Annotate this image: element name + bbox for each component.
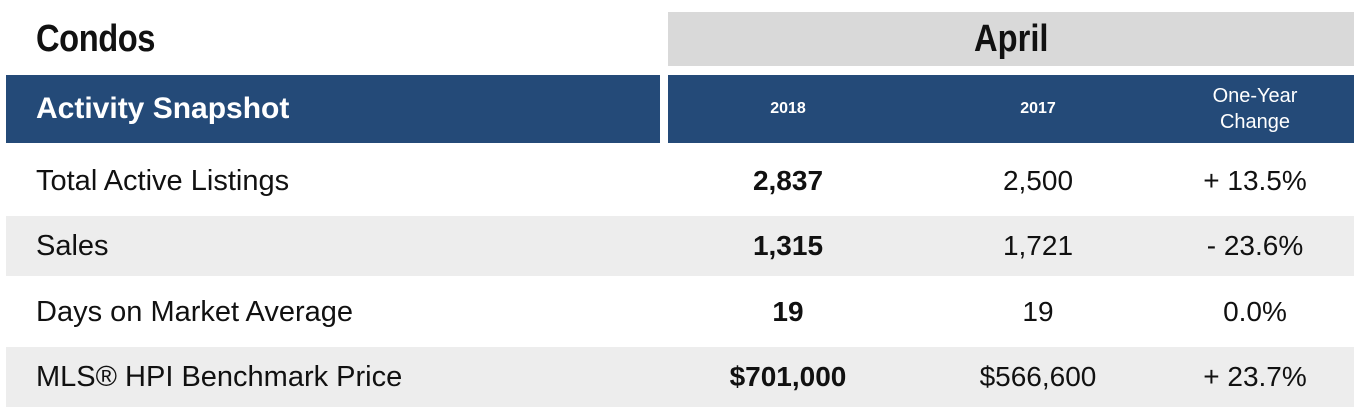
table-row: Total Active Listings 2,837 2,500 + 13.5…	[6, 151, 1354, 211]
page-title: Condos	[36, 17, 156, 60]
value-2018: $701,000	[729, 361, 847, 392]
value-2017: 19	[1022, 296, 1054, 327]
column-header-2017: 2017	[988, 75, 1088, 143]
column-header-change: One-Year Change	[1190, 75, 1320, 143]
value-change: - 23.6%	[1206, 230, 1304, 261]
value-change: + 23.7%	[1203, 361, 1307, 392]
month-header: April	[668, 12, 1354, 66]
row-label: MLS® HPI Benchmark Price	[36, 360, 403, 393]
value-2018: 2,837	[752, 165, 824, 196]
value-2017: $566,600	[979, 361, 1097, 392]
column-header-2018: 2018	[738, 75, 838, 143]
change-header-line1: One-Year	[1212, 85, 1298, 107]
change-header-line2: Change	[1219, 111, 1291, 133]
row-label: Sales	[36, 229, 109, 262]
value-2018: 19	[772, 296, 804, 327]
value-change: + 13.5%	[1203, 165, 1307, 196]
row-label: Total Active Listings	[36, 164, 290, 197]
value-change: 0.0%	[1223, 296, 1287, 327]
header-activity-snapshot: Activity Snapshot	[6, 75, 660, 143]
value-2017: 2,500	[1002, 165, 1074, 196]
row-label: Days on Market Average	[36, 295, 354, 328]
value-2018: 1,315	[752, 230, 824, 261]
table-row: Sales 1,315 1,721 - 23.6%	[6, 216, 1354, 276]
table-row: MLS® HPI Benchmark Price $701,000 $566,6…	[6, 347, 1354, 407]
value-2017: 1,721	[1002, 230, 1074, 261]
month-label: April	[973, 17, 1049, 60]
table-row: Days on Market Average 19 19 0.0%	[6, 282, 1354, 342]
